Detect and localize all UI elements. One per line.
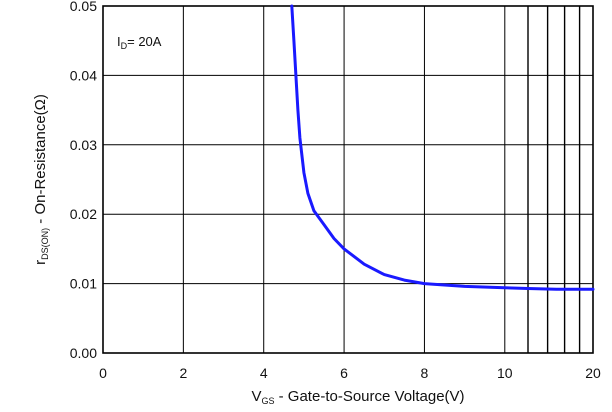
y-tick-labels: 0.00 0.01 0.02 0.03 0.04 0.05 — [70, 0, 97, 361]
y-tick-label: 0.00 — [70, 345, 97, 361]
x-tick-label: 6 — [340, 365, 348, 381]
x-axis-title: VGS - Gate-to-Source Voltage(V) — [251, 388, 464, 406]
y-tick-label: 0.01 — [70, 276, 97, 292]
x-tick-labels: 0 2 4 6 8 10 20 — [99, 365, 601, 381]
x-tick-label: 2 — [179, 365, 187, 381]
x-tick-label: 10 — [497, 365, 513, 381]
series-line — [290, 4, 595, 291]
y-tick-label: 0.03 — [70, 137, 97, 153]
y-tick-label: 0.02 — [70, 206, 97, 222]
y-tick-label: 0.05 — [70, 0, 97, 14]
y-tick-label: 0.04 — [70, 67, 97, 83]
x-tick-label: 8 — [421, 365, 429, 381]
x-tick-label: 0 — [99, 365, 107, 381]
x-tick-label: 4 — [260, 365, 268, 381]
annotation-current: ID= 20A — [117, 34, 162, 51]
y-axis-title: rDS(ON) - On-Resistance(Ω) — [32, 94, 50, 265]
plot-frame — [102, 5, 594, 354]
grid — [103, 6, 593, 353]
series — [290, 4, 595, 291]
x-tick-label: 20 — [585, 365, 601, 381]
